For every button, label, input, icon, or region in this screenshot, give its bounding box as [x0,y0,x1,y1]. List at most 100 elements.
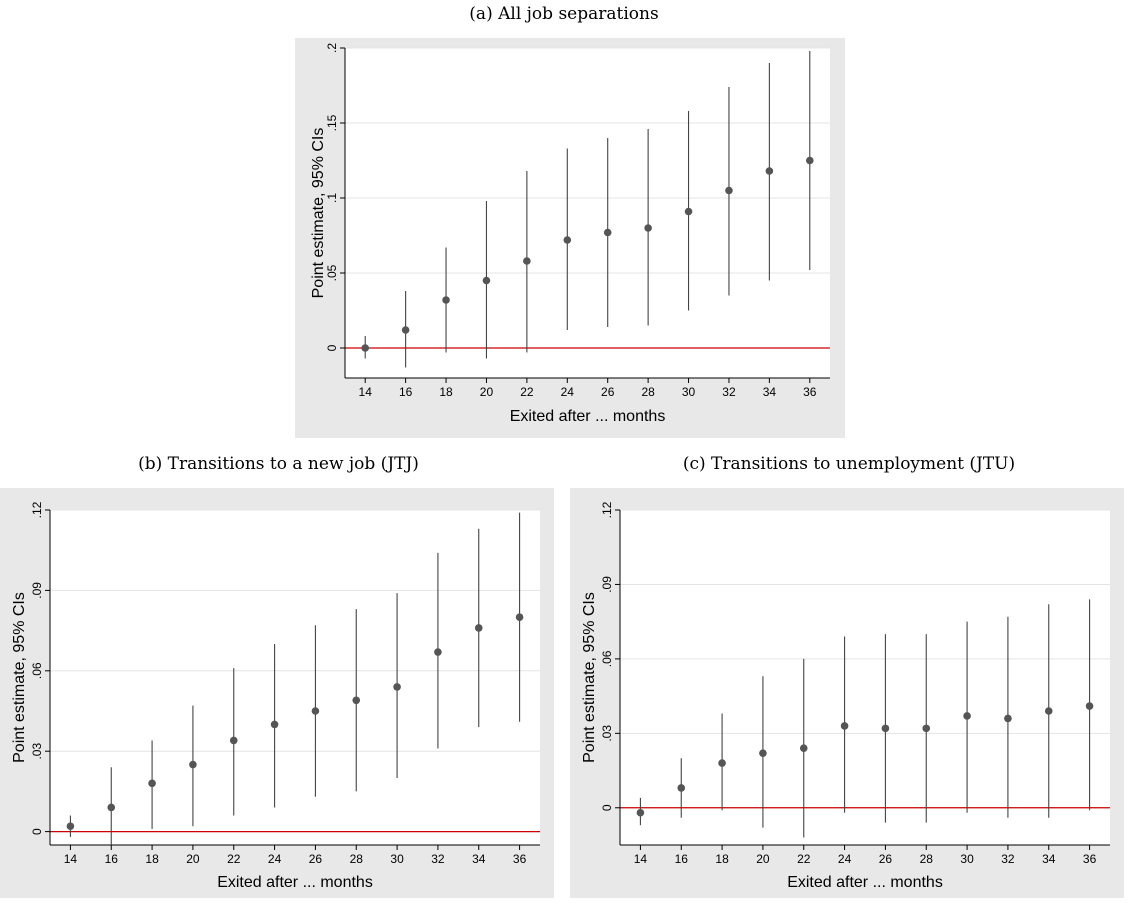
x-tick-label: 18 [439,385,453,399]
x-tick-label: 28 [641,385,655,399]
point-estimate [799,744,808,753]
x-tick-label: 16 [399,385,413,399]
x-tick-label: 16 [105,852,119,866]
x-tick-label: 32 [431,852,445,866]
x-tick-label: 24 [561,385,575,399]
point-estimate [881,724,890,733]
point-estimate [352,696,361,705]
x-tick-label: 30 [960,852,974,866]
y-axis-label: Point estimate, 95% CIs [11,592,28,763]
point-estimate [765,167,774,175]
point-estimate [361,344,370,352]
point-estimate [759,749,767,757]
x-tick-label: 34 [472,852,486,866]
x-tick-label: 32 [1001,852,1015,866]
chart-b: 0 .03 .06 .09 .12 14 16 18 20 22 24 26 28 30 32 34 36 Exi… [11,501,540,891]
point-estimate [401,326,410,334]
plot-area [50,510,540,845]
y-tick-label: .09 [30,582,44,599]
y-tick-label: 0 [600,804,614,811]
x-tick-label: 24 [838,852,852,866]
caption-b: (b) Transitions to a new job (JTJ) [138,454,419,474]
x-tick-label: 36 [513,852,527,866]
x-tick-label: 28 [920,852,934,866]
x-tick-label: 22 [797,852,811,866]
y-tick-label: .06 [600,650,614,667]
x-tick-label: 22 [227,852,241,866]
point-estimate [805,156,814,165]
y-tick-label: .2 [325,43,339,53]
x-tick-label: 24 [268,852,282,866]
x-tick-label: 26 [879,852,893,866]
point-estimate [840,722,849,730]
x-tick-label: 14 [64,852,78,866]
chart-c: 0 .03 .06 .09 .12 14 16 18 20 22 24 26 28 30 32 34 36 Exi… [581,501,1110,891]
chart-a: 0 .05 .1 .15 .2 14 16 18 20 22 24 26 28 30 32 34 36 Exite… [310,43,830,425]
y-tick-label: .15 [325,114,339,131]
point-estimate [474,624,483,632]
y-tick-label: .03 [30,743,44,760]
x-tick-label: 22 [520,385,534,399]
y-tick-label: .03 [600,725,614,742]
x-axis-label: Exited after ... months [510,408,666,425]
point-estimate [148,779,156,788]
point-estimate [434,648,442,656]
caption-c: (c) Transitions to unemployment (JTU) [682,454,1016,474]
x-tick-label: 18 [715,852,729,866]
y-tick-label: .05 [325,264,339,281]
point-estimate [636,808,645,817]
point-estimate [963,712,971,720]
x-tick-label: 20 [186,852,200,866]
x-tick-label: 36 [803,385,817,399]
point-estimate [107,803,116,812]
chart-panel-c: 0 .03 .06 .09 .12 14 16 18 20 22 24 26 28 30 32 34 36 Exi… [570,488,1124,898]
x-tick-label: 34 [763,385,777,399]
point-estimate [482,276,491,285]
y-tick-label: .12 [600,501,614,518]
point-estimate [725,186,733,195]
y-tick-label: .12 [30,501,44,518]
plot-area [345,48,830,378]
point-estimate [644,224,652,232]
caption-a: (a) All job separations [469,4,659,24]
x-tick-label: 26 [309,852,323,866]
x-tick-label: 30 [390,852,404,866]
point-estimate [1004,714,1012,723]
point-estimate [1044,707,1053,715]
point-estimate [311,707,320,715]
y-tick-label: 0 [325,344,339,351]
y-tick-label: .1 [325,193,339,203]
point-estimate [718,759,726,767]
point-estimate [515,613,524,621]
point-estimate [563,236,572,244]
point-estimate [229,736,238,745]
point-estimate [603,228,612,237]
y-tick-label: .06 [30,662,44,679]
x-tick-label: 20 [480,385,494,399]
x-tick-label: 36 [1083,852,1097,866]
x-tick-label: 14 [359,385,373,399]
y-axis-label: Point estimate, 95% CIs [310,128,327,299]
x-tick-label: 26 [601,385,615,399]
point-estimate [270,720,279,729]
x-tick-label: 34 [1042,852,1056,866]
point-estimate [684,207,693,216]
point-estimate [66,822,75,831]
point-estimate [922,724,931,733]
point-estimate [393,683,401,691]
x-axis-label: Exited after ... months [217,874,373,891]
x-tick-label: 32 [722,385,736,399]
x-tick-label: 18 [145,852,159,866]
point-estimate [523,257,531,265]
x-tick-label: 30 [682,385,696,399]
x-tick-label: 14 [634,852,648,866]
point-estimate [677,784,686,792]
x-tick-label: 16 [675,852,689,866]
y-axis-label: Point estimate, 95% CIs [581,592,598,763]
plot-area [620,510,1110,845]
point-estimate [189,760,197,769]
x-tick-label: 28 [350,852,364,866]
y-tick-label: 0 [30,828,44,835]
chart-panel-b: 0 .03 .06 .09 .12 14 16 18 20 22 24 26 28 30 32 34 36 Exi… [0,488,554,898]
point-estimate [1085,702,1094,710]
